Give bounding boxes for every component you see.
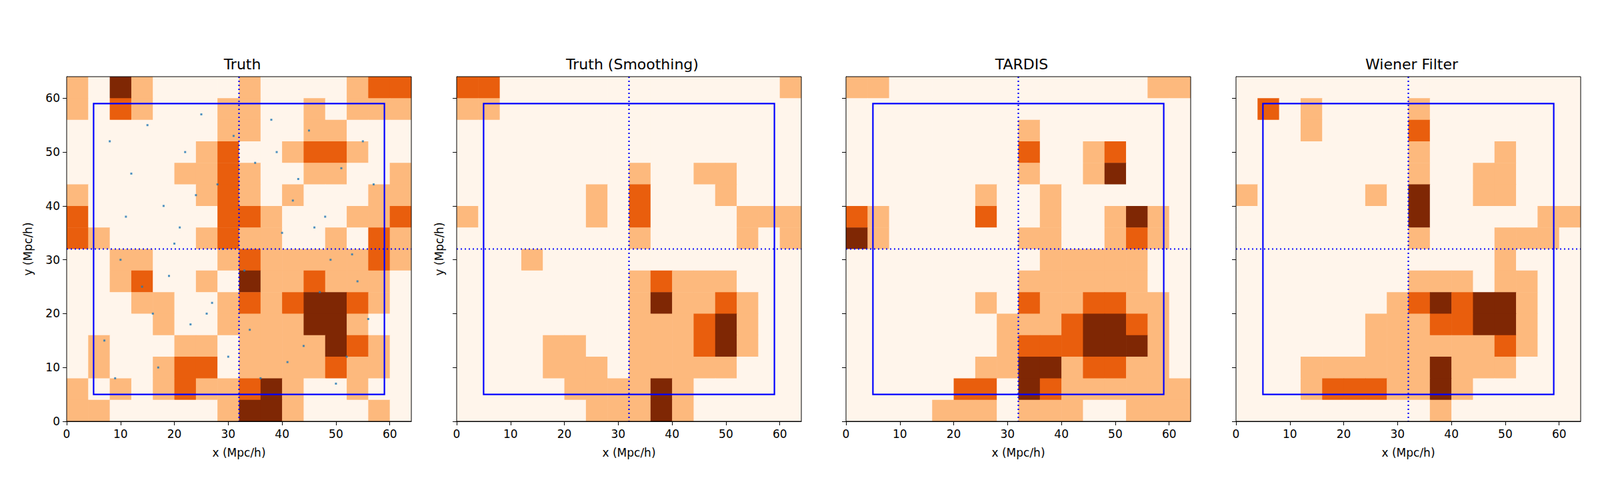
svg-text:20: 20 [946, 427, 962, 441]
svg-text:60: 60 [45, 91, 60, 105]
svg-text:10: 10 [892, 427, 908, 441]
svg-text:10: 10 [1282, 427, 1298, 441]
svg-text:20: 20 [167, 427, 182, 441]
svg-text:0: 0 [63, 427, 71, 441]
svg-text:60: 60 [382, 427, 398, 441]
svg-text:10: 10 [45, 360, 60, 374]
svg-text:50: 50 [1108, 427, 1123, 441]
svg-text:10: 10 [113, 427, 128, 441]
svg-text:Truth (Smoothing): Truth (Smoothing) [565, 56, 699, 73]
svg-text:50: 50 [328, 427, 344, 441]
svg-text:30: 30 [611, 427, 626, 441]
svg-text:0: 0 [1232, 427, 1240, 441]
svg-text:50: 50 [718, 427, 734, 441]
svg-text:30: 30 [1000, 427, 1016, 441]
svg-text:40: 40 [664, 427, 680, 441]
svg-text:20: 20 [1336, 427, 1352, 441]
svg-text:x (Mpc/h): x (Mpc/h) [212, 446, 266, 460]
svg-text:10: 10 [503, 427, 518, 441]
svg-text:0: 0 [52, 414, 60, 428]
svg-text:30: 30 [45, 253, 60, 267]
svg-text:50: 50 [1498, 427, 1513, 441]
svg-text:60: 60 [1162, 427, 1177, 441]
svg-text:30: 30 [221, 427, 236, 441]
svg-text:60: 60 [1552, 427, 1567, 441]
svg-text:40: 40 [45, 199, 60, 213]
svg-text:y (Mpc/h): y (Mpc/h) [21, 222, 35, 276]
svg-text:20: 20 [557, 427, 572, 441]
svg-text:40: 40 [1444, 427, 1459, 441]
svg-text:0: 0 [453, 427, 461, 441]
svg-text:x (Mpc/h): x (Mpc/h) [602, 446, 656, 460]
svg-text:x (Mpc/h): x (Mpc/h) [991, 446, 1045, 460]
svg-text:20: 20 [45, 306, 60, 320]
svg-text:60: 60 [772, 427, 788, 441]
svg-text:0: 0 [842, 427, 850, 441]
svg-text:Truth: Truth [223, 56, 262, 73]
svg-text:50: 50 [45, 145, 60, 159]
svg-text:TARDIS: TARDIS [994, 56, 1048, 73]
svg-text:30: 30 [1390, 427, 1406, 441]
svg-text:40: 40 [1054, 427, 1069, 441]
svg-text:40: 40 [274, 427, 290, 441]
svg-text:Wiener Filter: Wiener Filter [1365, 56, 1459, 73]
svg-text:y (Mpc/h): y (Mpc/h) [432, 222, 446, 276]
svg-text:x (Mpc/h): x (Mpc/h) [1381, 446, 1435, 460]
